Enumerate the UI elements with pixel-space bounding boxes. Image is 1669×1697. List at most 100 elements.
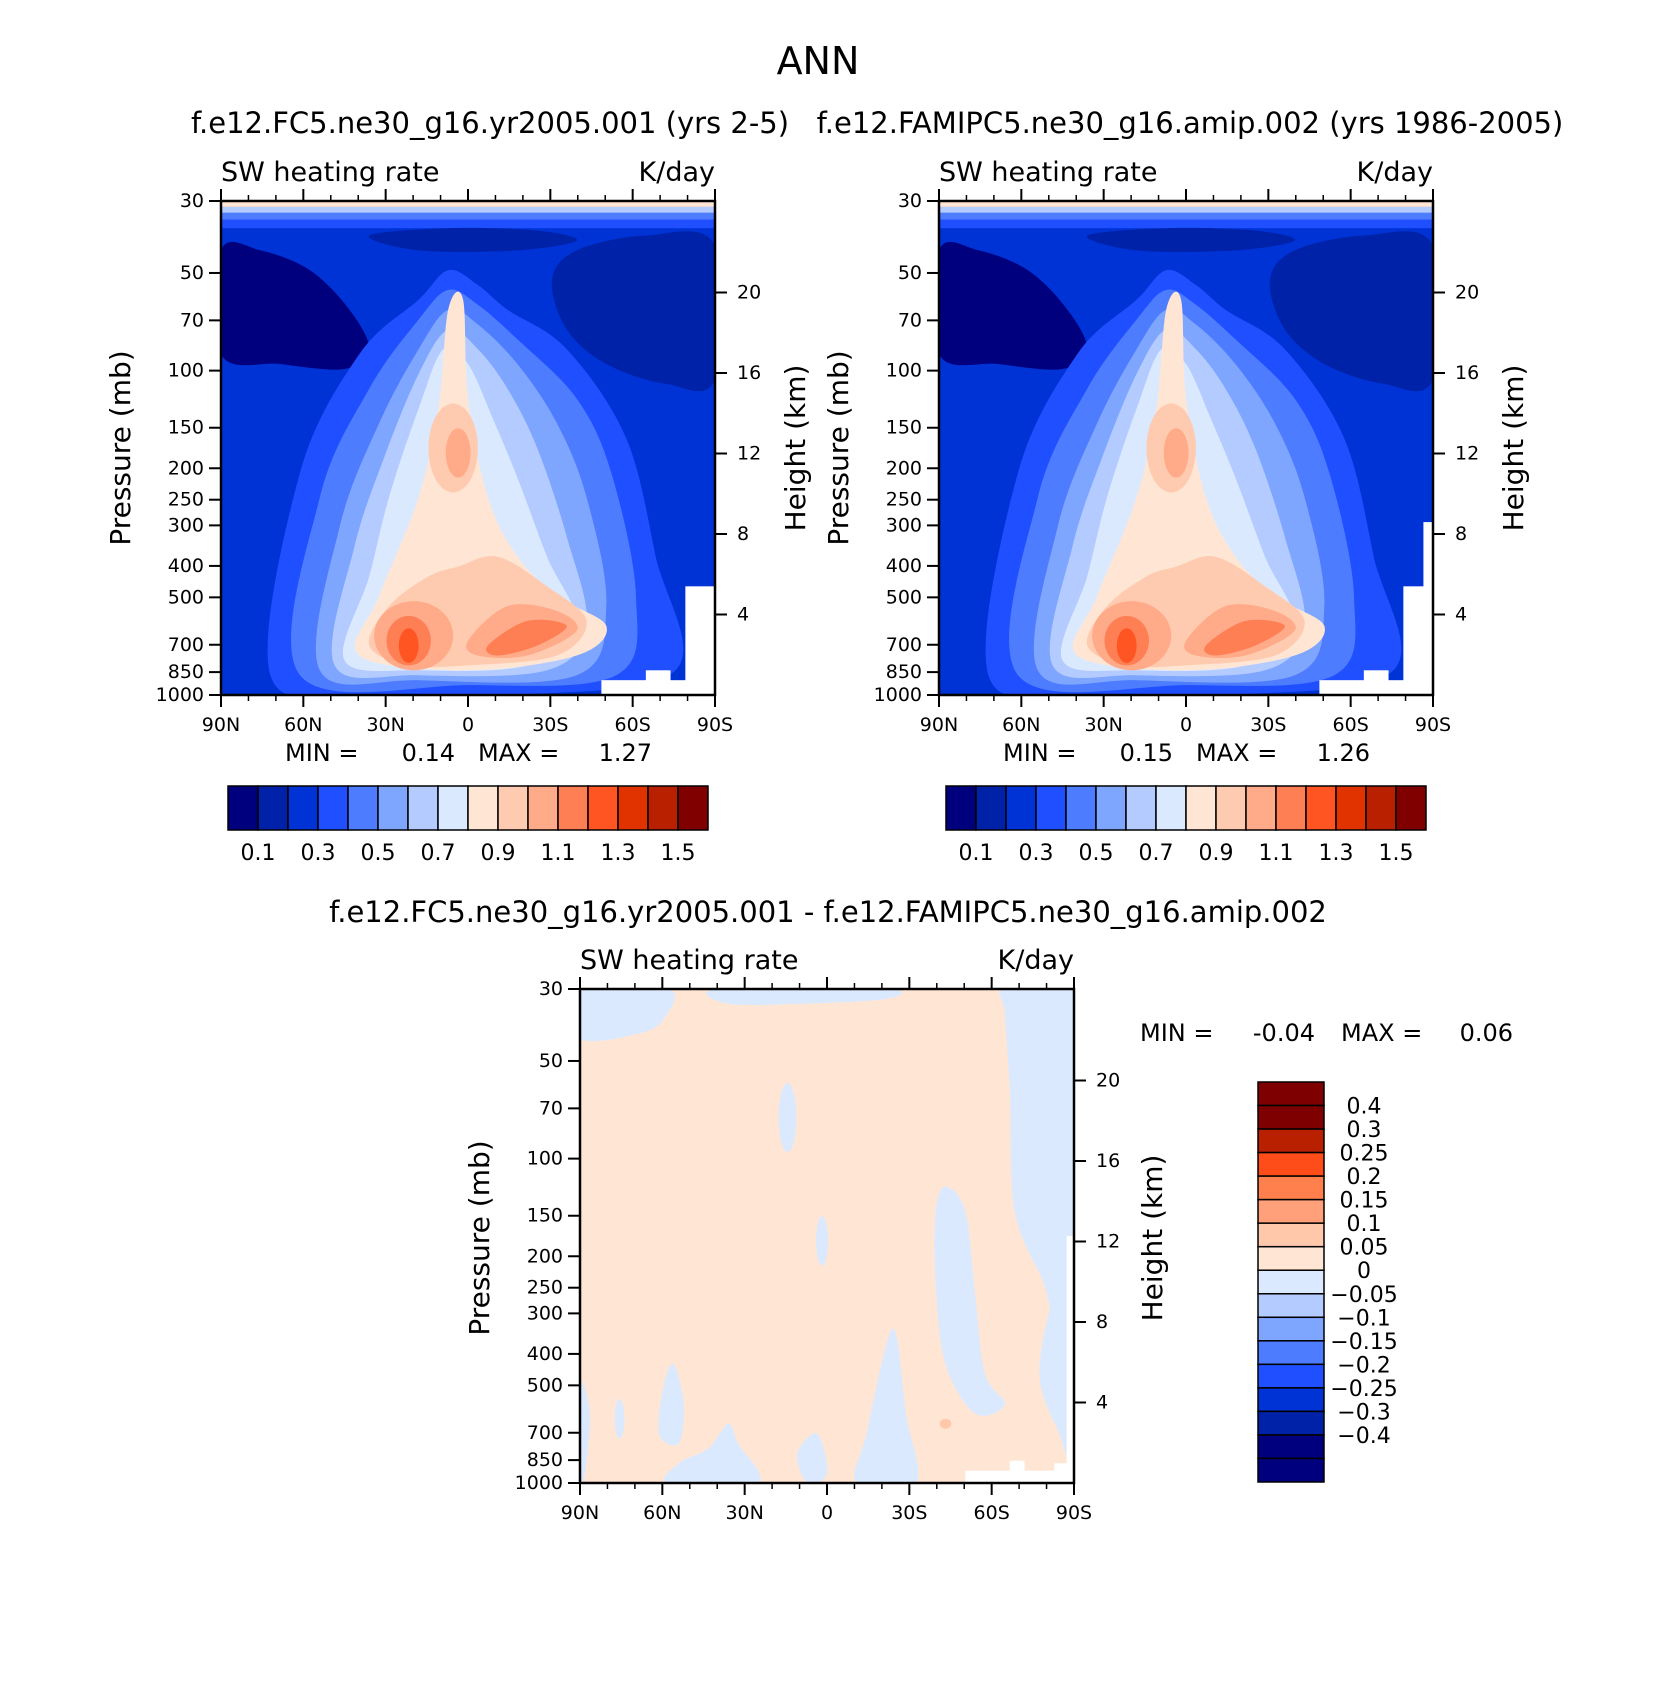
y-tick-label: 1000 xyxy=(874,684,922,706)
panel1-title: f.e12.FC5.ne30_g16.yr2005.001 (yrs 2-5) xyxy=(191,106,789,140)
contour-band-upper-n xyxy=(939,241,1088,370)
panel2-colorbar: 0.1 0.3 0.5 0.7 0.9 1.1 1.3 1.5 xyxy=(945,785,1427,866)
panel2-right-subtitle: K/day xyxy=(1357,157,1433,188)
panel1-colorbar: 0.1 0.3 0.5 0.7 0.9 1.1 1.3 1.5 xyxy=(227,785,709,866)
panel2-axes xyxy=(927,189,1445,707)
y-right-tick-label: 20 xyxy=(737,281,761,303)
colorbar-cell xyxy=(975,785,1007,831)
diff-band-negative xyxy=(580,1381,590,1483)
colorbar-cell xyxy=(1005,785,1037,831)
colorbar-label: 0.3 xyxy=(1019,841,1054,866)
colorbar-cell xyxy=(1257,1457,1325,1483)
panel1-y-axis-right-title: Height (km) xyxy=(779,365,812,532)
colorbar-label: 0.1 xyxy=(959,841,994,866)
colorbar-cell xyxy=(557,785,589,831)
y-tick-label: 70 xyxy=(180,309,204,331)
colorbar-cell xyxy=(1275,785,1307,831)
terrain-mask xyxy=(1363,670,1389,695)
contour-band-1.05 xyxy=(445,428,471,478)
colorbar-label: 0.7 xyxy=(1139,841,1174,866)
contour-band-upper-n xyxy=(221,241,370,370)
contour-band-1.05 xyxy=(1163,428,1189,478)
colorbar-label: −0.15 xyxy=(1330,1330,1397,1355)
x-tick-label: 90N xyxy=(920,714,958,736)
colorbar-cell xyxy=(527,785,559,831)
colorbar-cell xyxy=(1257,1175,1325,1201)
colorbar-label: 0.9 xyxy=(481,841,516,866)
x-tick-label: 90S xyxy=(1415,714,1451,736)
y-tick-label: 250 xyxy=(527,1277,563,1299)
colorbar-label: −0.4 xyxy=(1337,1424,1390,1449)
y-right-tick-label: 20 xyxy=(1455,281,1479,303)
y-tick-label: 400 xyxy=(168,555,204,577)
colorbar-cell xyxy=(1335,785,1367,831)
y-tick-label: 400 xyxy=(527,1343,563,1365)
y-tick-label: 300 xyxy=(886,514,922,536)
colorbar-cell xyxy=(1155,785,1187,831)
contour-band-top xyxy=(939,212,1433,220)
panel3-y-axis-right-title: Height (km) xyxy=(1136,1155,1169,1322)
panel1-right-subtitle: K/day xyxy=(639,157,715,188)
terrain-mask xyxy=(1403,586,1433,695)
panel2-min-value: 0.15 xyxy=(1120,739,1173,767)
panel2-y-axis-title: Pressure (mb) xyxy=(822,350,855,545)
colorbar-cell xyxy=(317,785,349,831)
contour-band-top xyxy=(221,219,715,229)
colorbar-label: 0.3 xyxy=(1347,1118,1382,1143)
colorbar-cell xyxy=(1257,1387,1325,1413)
contour-band-upper-s xyxy=(551,231,715,392)
colorbar-cell xyxy=(1257,1434,1325,1460)
colorbar-cell xyxy=(1065,785,1097,831)
x-tick-label: 0 xyxy=(1180,714,1192,736)
diff-band-negative xyxy=(934,1186,1005,1416)
colorbar-cell xyxy=(1257,1410,1325,1436)
y-right-tick-label: 4 xyxy=(1455,603,1467,625)
contour-band-top xyxy=(939,219,1433,229)
y-tick-label: 250 xyxy=(886,489,922,511)
diff-band-negative xyxy=(778,1082,797,1153)
y-tick-label: 100 xyxy=(527,1148,563,1170)
y-tick-label: 70 xyxy=(539,1097,563,1119)
y-right-tick-label: 4 xyxy=(737,603,749,625)
y-tick-label: 700 xyxy=(168,634,204,656)
contour-band-1.25 xyxy=(398,628,419,663)
x-tick-label: 60S xyxy=(974,1502,1010,1524)
panel3-colorbar: 0.40.30.250.20.150.10.050−0.05−0.1−0.15−… xyxy=(1257,1081,1398,1483)
colorbar-cell xyxy=(227,785,259,831)
contour-band-upper-eq xyxy=(368,227,578,252)
colorbar-label: 1.3 xyxy=(1319,841,1354,866)
panel1-left-subtitle: SW heating rate xyxy=(221,157,439,188)
colorbar-cell xyxy=(1257,1222,1325,1248)
contour-band-upper-s xyxy=(1269,231,1433,392)
diff-band-negative xyxy=(853,1328,919,1483)
y-tick-label: 100 xyxy=(886,360,922,382)
x-tick-label: 90S xyxy=(697,714,733,736)
x-tick-label: 60N xyxy=(284,714,322,736)
colorbar-cell xyxy=(1257,1104,1325,1130)
panel1-axes xyxy=(209,189,727,707)
colorbar-label: −0.3 xyxy=(1337,1400,1390,1425)
y-tick-label: 30 xyxy=(898,190,922,212)
x-tick-label: 90N xyxy=(561,1502,599,1524)
y-tick-label: 200 xyxy=(527,1245,563,1267)
diff-band-negative xyxy=(999,989,1074,1345)
colorbar-label: −0.05 xyxy=(1330,1283,1397,1308)
y-tick-label: 50 xyxy=(180,262,204,284)
colorbar-label: 0.4 xyxy=(1347,1095,1382,1120)
y-tick-label: 30 xyxy=(180,190,204,212)
contour-band-top xyxy=(221,212,715,220)
colorbar-cell xyxy=(1095,785,1127,831)
y-tick-label: 70 xyxy=(898,309,922,331)
colorbar-cell xyxy=(1035,785,1067,831)
colorbar-cell xyxy=(1257,1269,1325,1295)
y-tick-label: 150 xyxy=(527,1205,563,1227)
colorbar-label: 0.9 xyxy=(1199,841,1234,866)
contour-band-1.15 xyxy=(1204,619,1285,656)
contour-field-1 xyxy=(221,201,715,695)
contour-band-top xyxy=(939,206,1433,213)
x-tick-label: 90N xyxy=(202,714,240,736)
contour-band-top xyxy=(221,201,715,207)
panel3-title: f.e12.FC5.ne30_g16.yr2005.001 - f.e12.FA… xyxy=(329,895,1327,929)
y-tick-label: 850 xyxy=(527,1449,563,1471)
panel2-max-value: 1.26 xyxy=(1317,739,1370,767)
